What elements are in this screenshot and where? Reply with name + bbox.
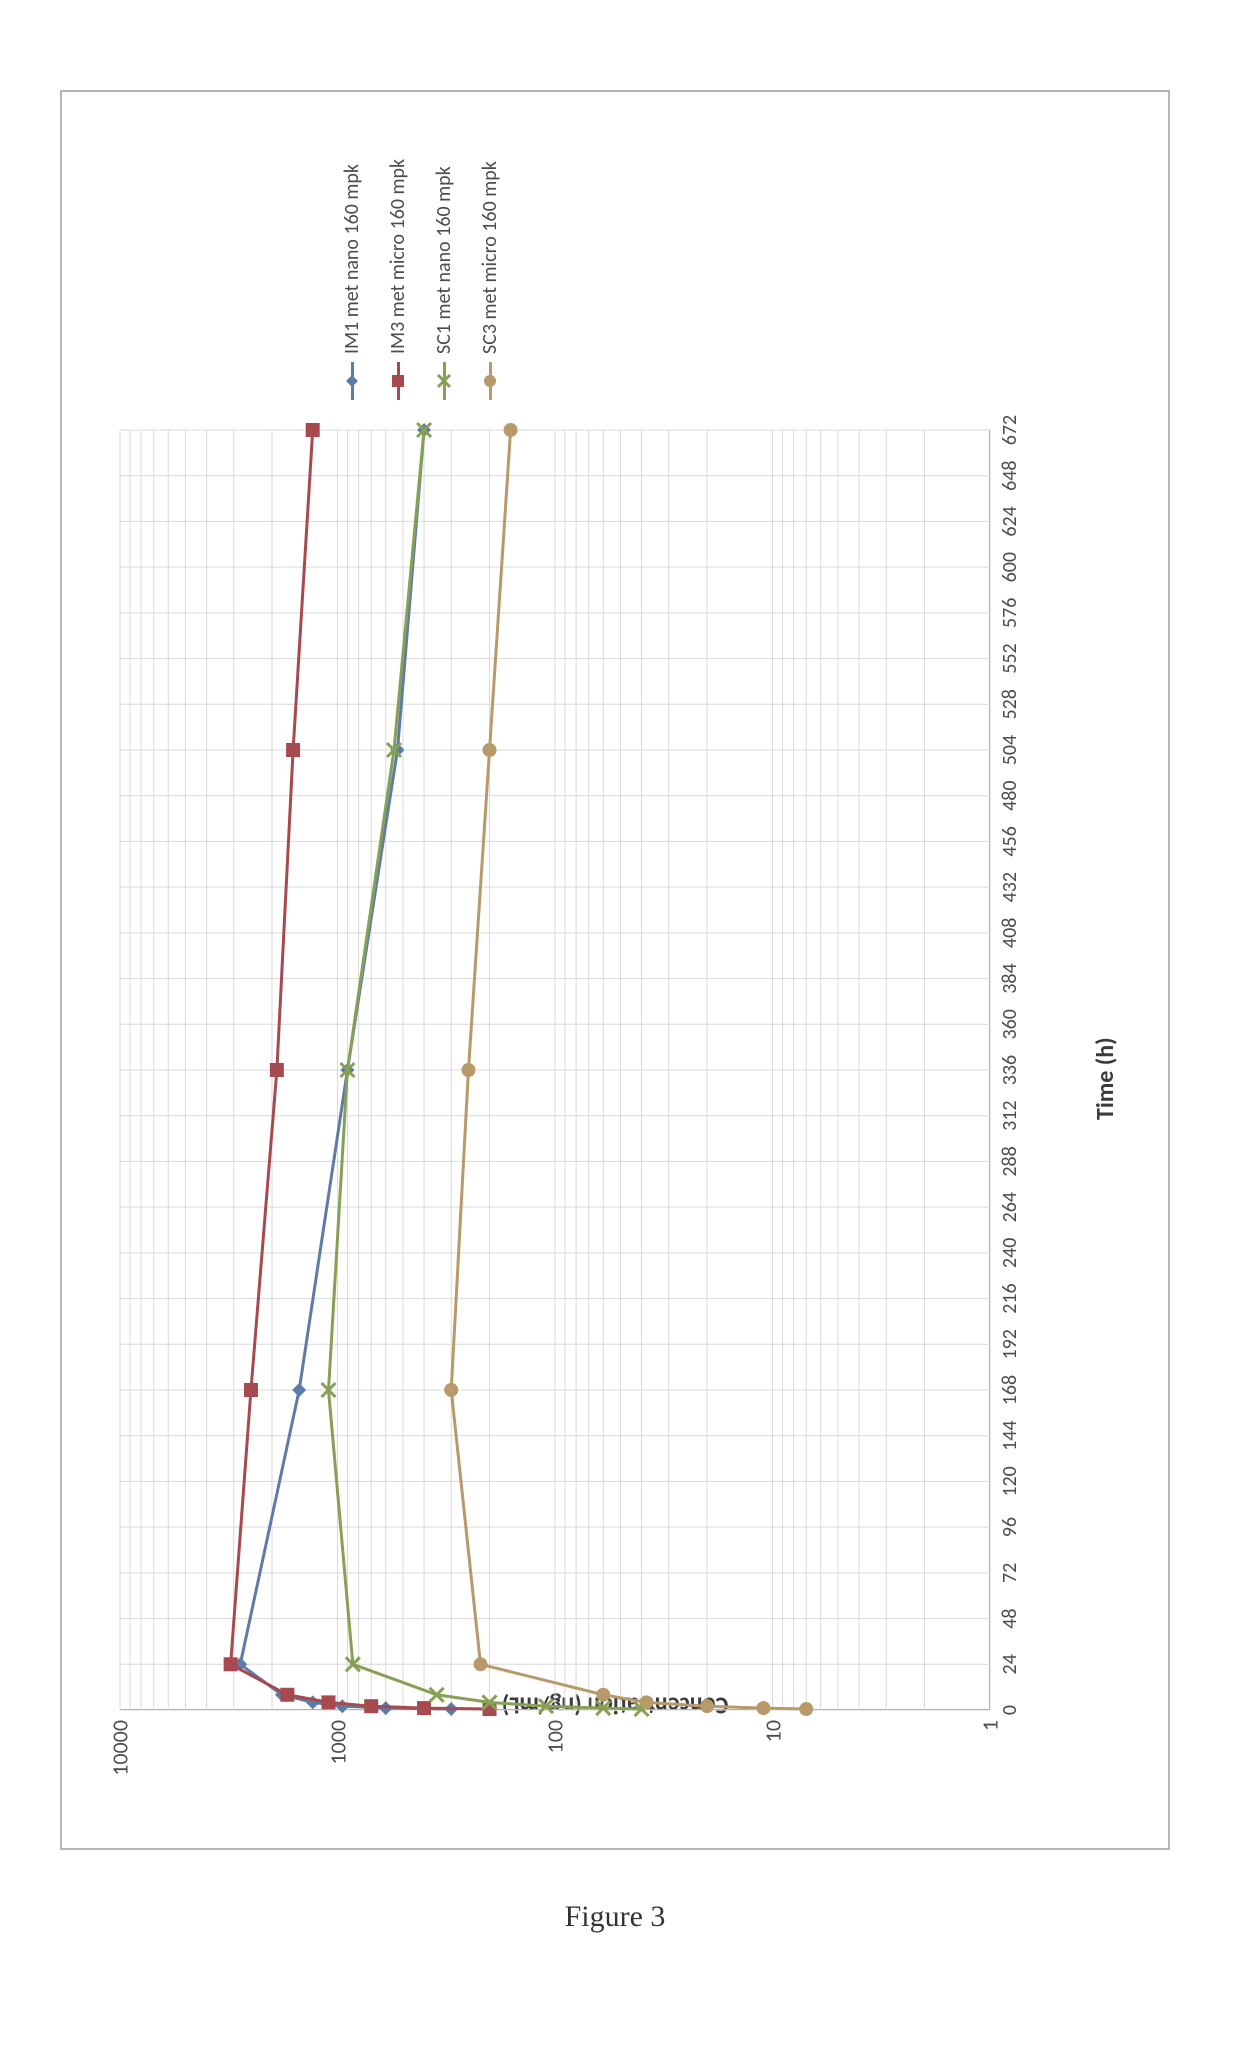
x-tick-label: 96 — [998, 1517, 1022, 1537]
legend-label: SC3 met micro 160 mpk — [478, 161, 502, 354]
x-tick-label: 384 — [998, 963, 1022, 993]
marker-IM3 — [224, 1657, 238, 1671]
rotated-chart: Concentration (ng/mL) Time (h) 110100100… — [60, 90, 1170, 1850]
y-tick-label: 10000 — [107, 1720, 134, 1780]
x-tick-label: 120 — [998, 1466, 1022, 1496]
x-tick-label: 72 — [998, 1563, 1022, 1583]
x-tick-label: 648 — [998, 461, 1022, 491]
chart-frame: Concentration (ng/mL) Time (h) 110100100… — [60, 90, 1170, 1850]
x-tick-label: 672 — [998, 415, 1022, 445]
legend-swatch — [479, 362, 501, 400]
legend-row-SC1: SC1 met nano 160 mpk — [432, 130, 456, 400]
x-tick-label: 624 — [998, 506, 1022, 536]
legend-row-IM3: IM3 met micro 160 mpk — [386, 130, 410, 400]
marker-SC3 — [444, 1383, 458, 1397]
y-tick-label: 1 — [977, 1720, 1004, 1780]
x-tick-label: 480 — [998, 781, 1022, 811]
x-tick-label: 168 — [998, 1375, 1022, 1405]
x-tick-label: 312 — [998, 1101, 1022, 1131]
marker-SC3 — [799, 1702, 813, 1716]
marker-SC3 — [639, 1695, 653, 1709]
x-tick-label: 432 — [998, 872, 1022, 902]
marker-SC3 — [483, 743, 497, 757]
marker-SC3 — [596, 1688, 610, 1702]
marker-SC3 — [474, 1657, 488, 1671]
legend-swatch — [341, 362, 363, 400]
x-tick-label: 192 — [998, 1329, 1022, 1359]
legend-row-SC3: SC3 met micro 160 mpk — [478, 130, 502, 400]
x-tick-label: 552 — [998, 643, 1022, 673]
y-tick-label: 10 — [759, 1720, 786, 1780]
x-tick-label: 600 — [998, 552, 1022, 582]
legend-label: IM3 met micro 160 mpk — [386, 159, 410, 354]
page: Concentration (ng/mL) Time (h) 110100100… — [0, 0, 1240, 2071]
y-tick-label: 100 — [542, 1720, 569, 1780]
plot-svg — [120, 430, 990, 1710]
x-tick-label: 216 — [998, 1283, 1022, 1313]
legend-label: IM1 met nano 160 mpk — [340, 164, 364, 354]
plot-area: 1101001000100000244872961201441681922162… — [120, 430, 990, 1710]
marker-IM3 — [306, 423, 320, 437]
x-tick-label: 336 — [998, 1055, 1022, 1085]
marker-SC3 — [756, 1701, 770, 1715]
marker-IM1 — [292, 1383, 306, 1397]
legend-label: SC1 met nano 160 mpk — [432, 166, 456, 354]
y-tick-label: 1000 — [324, 1720, 351, 1780]
marker-IM3 — [321, 1695, 335, 1709]
x-tick-label: 288 — [998, 1146, 1022, 1176]
x-tick-label: 528 — [998, 689, 1022, 719]
marker-IM3 — [280, 1688, 294, 1702]
marker-IM3 — [244, 1383, 258, 1397]
x-tick-label: 48 — [998, 1608, 1022, 1628]
x-tick-label: 144 — [998, 1421, 1022, 1451]
legend-swatch — [433, 362, 455, 400]
legend: IM1 met nano 160 mpk IM3 met micro 160 mp… — [340, 130, 524, 400]
marker-IM3 — [364, 1699, 378, 1713]
legend-row-IM1: IM1 met nano 160 mpk — [340, 130, 364, 400]
marker-IM3 — [286, 743, 300, 757]
marker-IM3 — [270, 1063, 284, 1077]
x-tick-label: 0 — [998, 1705, 1022, 1715]
x-axis-title: Time (h) — [1091, 1037, 1120, 1120]
x-tick-label: 408 — [998, 918, 1022, 948]
x-tick-label: 576 — [998, 598, 1022, 628]
x-tick-label: 240 — [998, 1238, 1022, 1268]
x-tick-label: 264 — [998, 1192, 1022, 1222]
marker-SC3 — [461, 1063, 475, 1077]
x-tick-label: 504 — [998, 735, 1022, 765]
legend-swatch — [387, 362, 409, 400]
figure-caption: Figure 3 — [60, 1900, 1170, 1934]
x-tick-label: 24 — [998, 1654, 1022, 1674]
marker-SC3 — [700, 1699, 714, 1713]
chart-wrap: Concentration (ng/mL) Time (h) 110100100… — [80, 110, 1150, 1830]
x-tick-label: 360 — [998, 1009, 1022, 1039]
marker-SC3 — [504, 423, 518, 437]
marker-IM3 — [417, 1701, 431, 1715]
x-tick-label: 456 — [998, 826, 1022, 856]
